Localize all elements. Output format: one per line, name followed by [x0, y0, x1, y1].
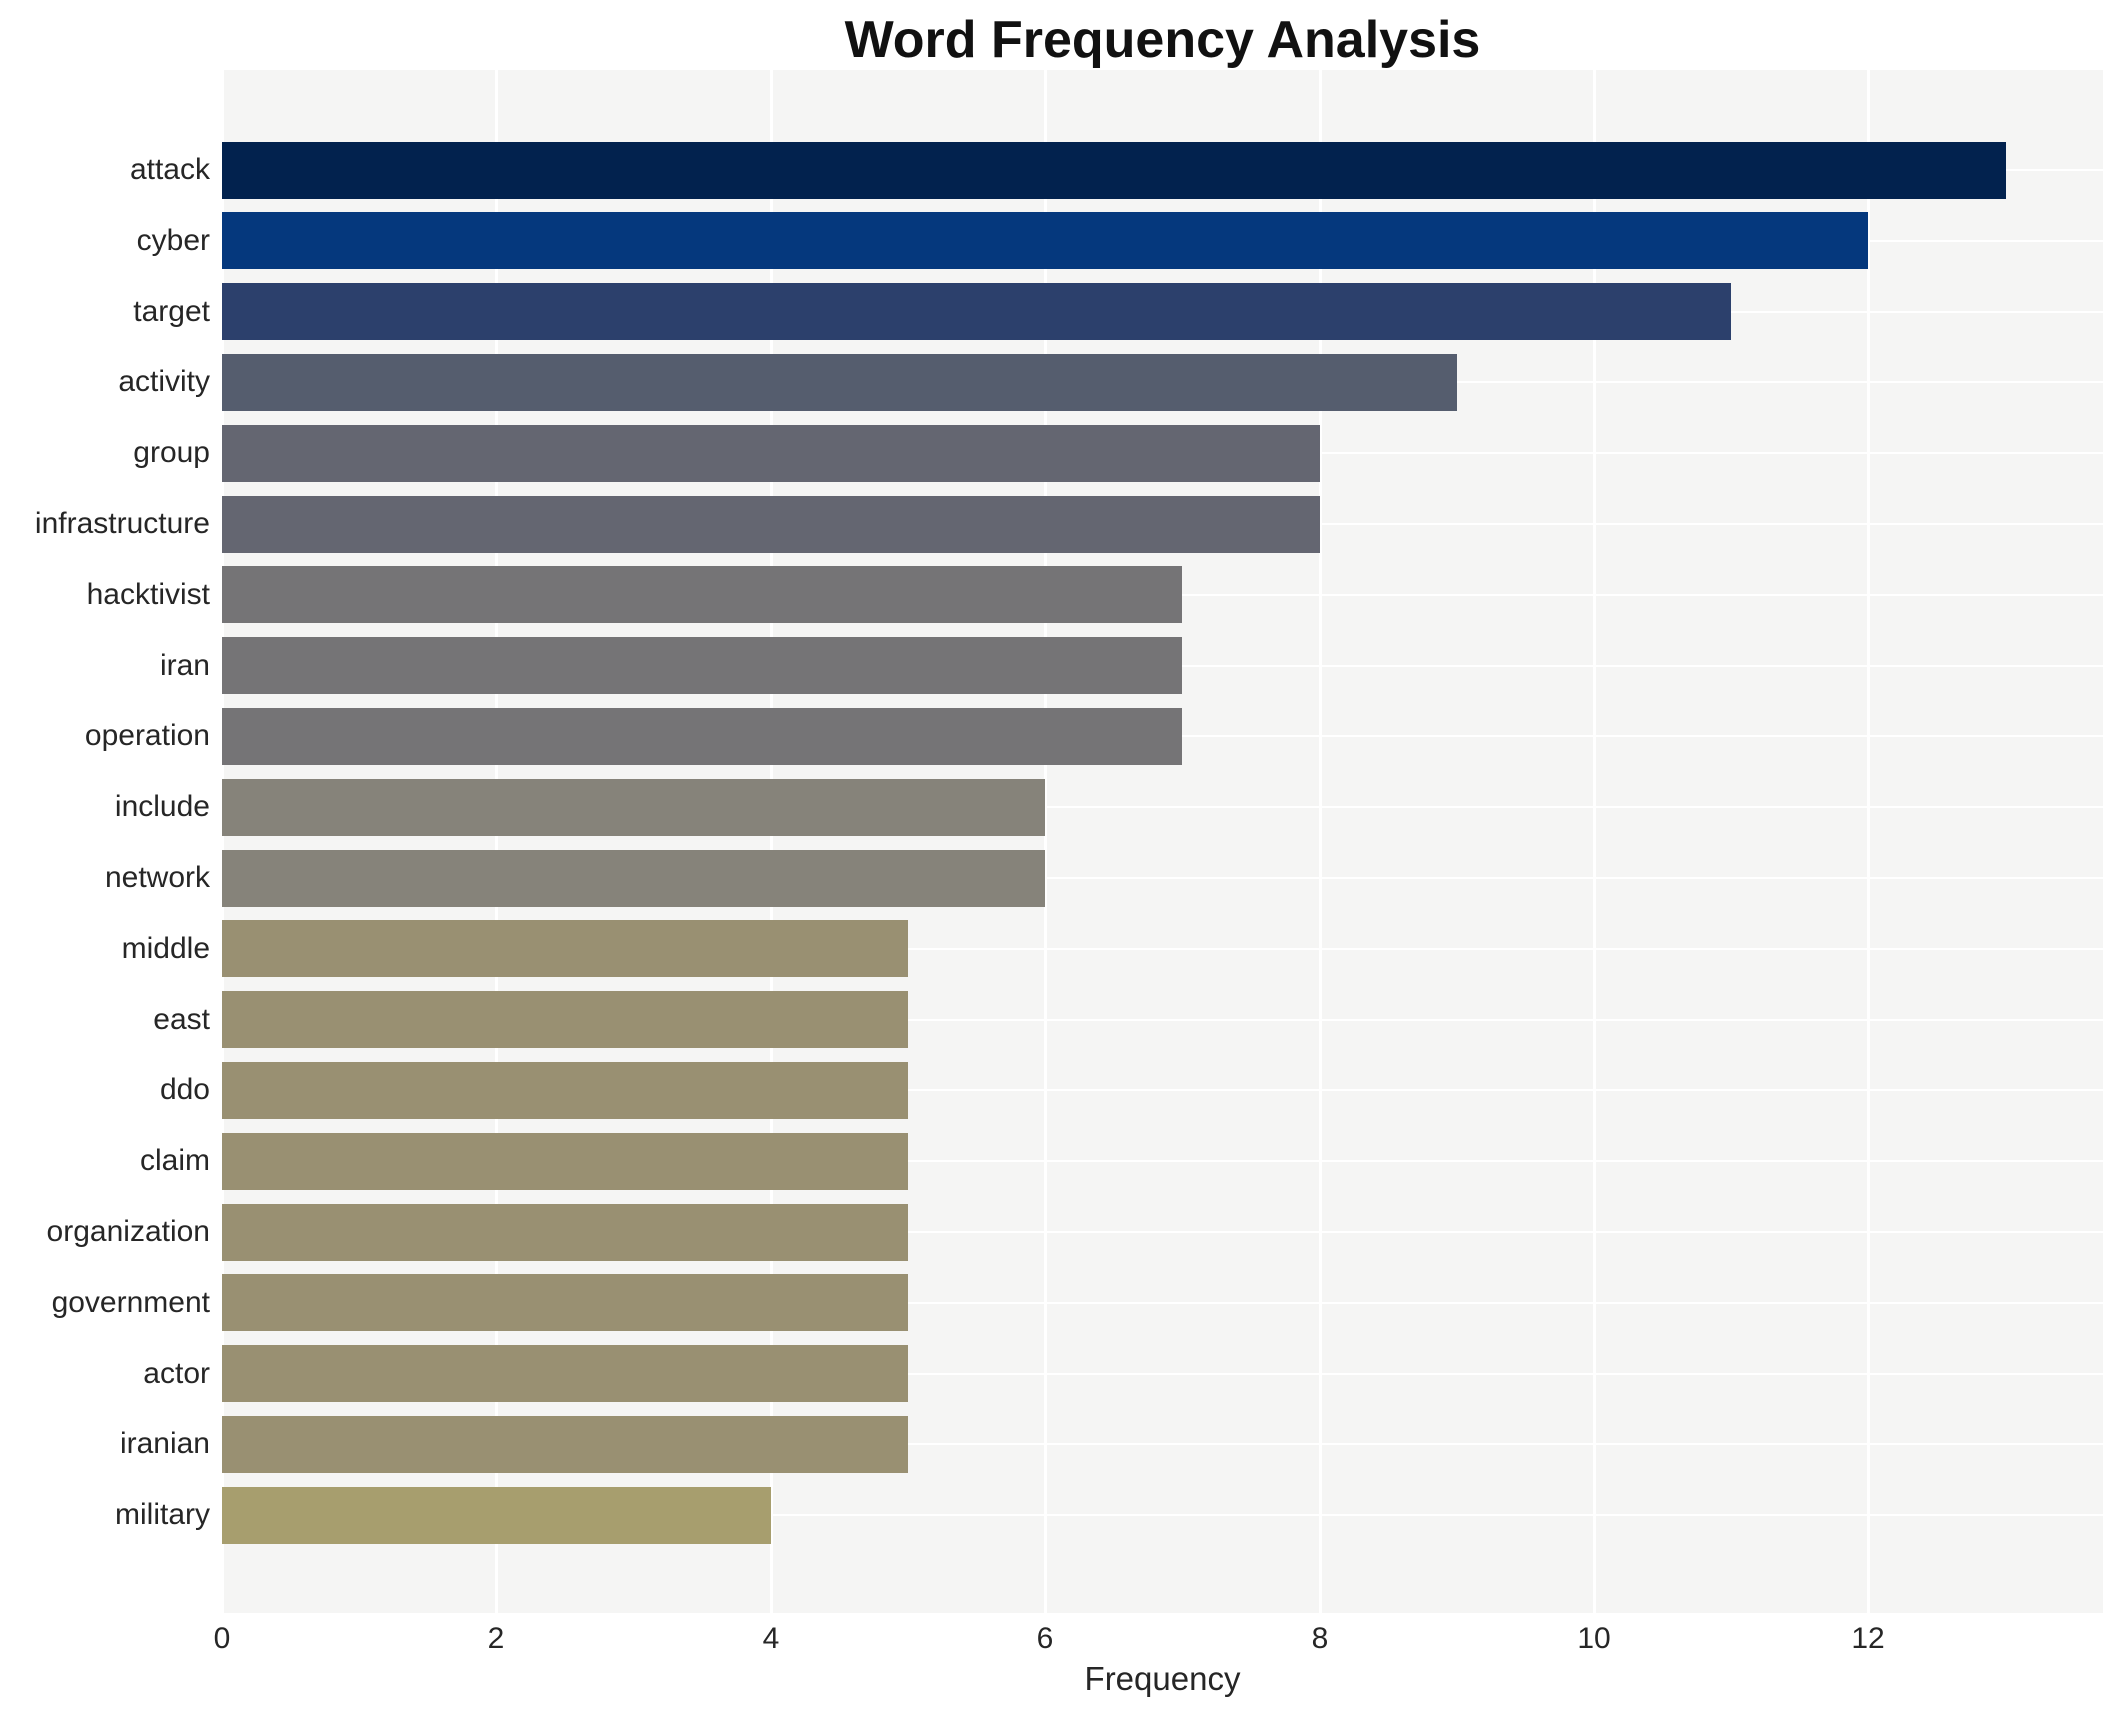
bar-target — [222, 283, 1731, 340]
y-gridline — [222, 1302, 2103, 1304]
bar-infrastructure — [222, 496, 1320, 553]
y-gridline — [222, 1514, 2103, 1516]
bar-organization — [222, 1204, 908, 1261]
bar-hacktivist — [222, 566, 1182, 623]
bar-ddo — [222, 1062, 908, 1119]
y-gridline — [222, 1019, 2103, 1021]
bar-attack — [222, 142, 2006, 199]
x-gridline — [1319, 70, 1322, 1613]
y-tick-label-attack: attack — [129, 153, 210, 186]
chart-title: Word Frequency Analysis — [844, 11, 1481, 69]
y-tick-label-hacktivist: hacktivist — [86, 578, 210, 611]
x-gridline — [1867, 70, 1870, 1613]
y-tick-label-activity: activity — [118, 365, 210, 398]
bar-iran — [222, 637, 1182, 694]
bar-include — [222, 779, 1045, 836]
bar-iranian — [222, 1416, 908, 1473]
y-tick-label-group: group — [133, 436, 210, 469]
x-tick-label-8: 8 — [1311, 1622, 1329, 1655]
y-tick-label-claim: claim — [139, 1144, 210, 1177]
x-tick-label-4: 4 — [762, 1622, 780, 1655]
x-tick-label-10: 10 — [1577, 1622, 1611, 1655]
y-tick-label-infrastructure: infrastructure — [34, 507, 210, 540]
y-tick-label-include: include — [114, 790, 210, 823]
bar-east — [222, 991, 908, 1048]
y-tick-label-organization: organization — [46, 1215, 210, 1248]
bar-actor — [222, 1345, 908, 1402]
y-tick-label-actor: actor — [143, 1357, 210, 1390]
y-tick-label-operation: operation — [84, 719, 210, 752]
y-tick-label-government: government — [51, 1286, 210, 1319]
y-tick-label-network: network — [104, 861, 210, 894]
bar-claim — [222, 1133, 908, 1190]
plot-area — [222, 70, 2103, 1613]
bar-network — [222, 850, 1045, 907]
x-axis-title: Frequency — [1084, 1660, 1241, 1697]
y-gridline — [222, 1443, 2103, 1445]
bar-government — [222, 1274, 908, 1331]
bar-military — [222, 1487, 771, 1544]
y-gridline — [222, 948, 2103, 950]
y-gridline — [222, 877, 2103, 879]
y-tick-label-iranian: iranian — [119, 1427, 210, 1460]
x-tick-label-0: 0 — [213, 1622, 231, 1655]
bar-middle — [222, 920, 908, 977]
y-gridline — [222, 806, 2103, 808]
y-tick-label-military: military — [115, 1498, 210, 1531]
y-tick-label-east: east — [153, 1003, 210, 1036]
y-tick-label-target: target — [133, 295, 210, 328]
x-tick-label-12: 12 — [1851, 1622, 1885, 1655]
x-gridline — [770, 70, 773, 1613]
bar-group — [222, 425, 1320, 482]
y-gridline — [222, 1160, 2103, 1162]
x-gridline — [222, 70, 224, 1613]
bar-cyber — [222, 212, 1868, 269]
y-gridline — [222, 1231, 2103, 1233]
bar-operation — [222, 708, 1182, 765]
bar-activity — [222, 354, 1457, 411]
y-gridline — [222, 1089, 2103, 1091]
y-tick-label-iran: iran — [159, 649, 210, 682]
x-gridline — [1044, 70, 1047, 1613]
x-tick-label-2: 2 — [487, 1622, 505, 1655]
x-tick-label-6: 6 — [1036, 1622, 1054, 1655]
y-tick-label-cyber: cyber — [136, 224, 210, 257]
x-gridline — [1593, 70, 1596, 1613]
y-tick-label-ddo: ddo — [159, 1073, 210, 1106]
x-gridline — [495, 70, 498, 1613]
y-tick-label-middle: middle — [121, 932, 210, 965]
y-gridline — [222, 1373, 2103, 1375]
